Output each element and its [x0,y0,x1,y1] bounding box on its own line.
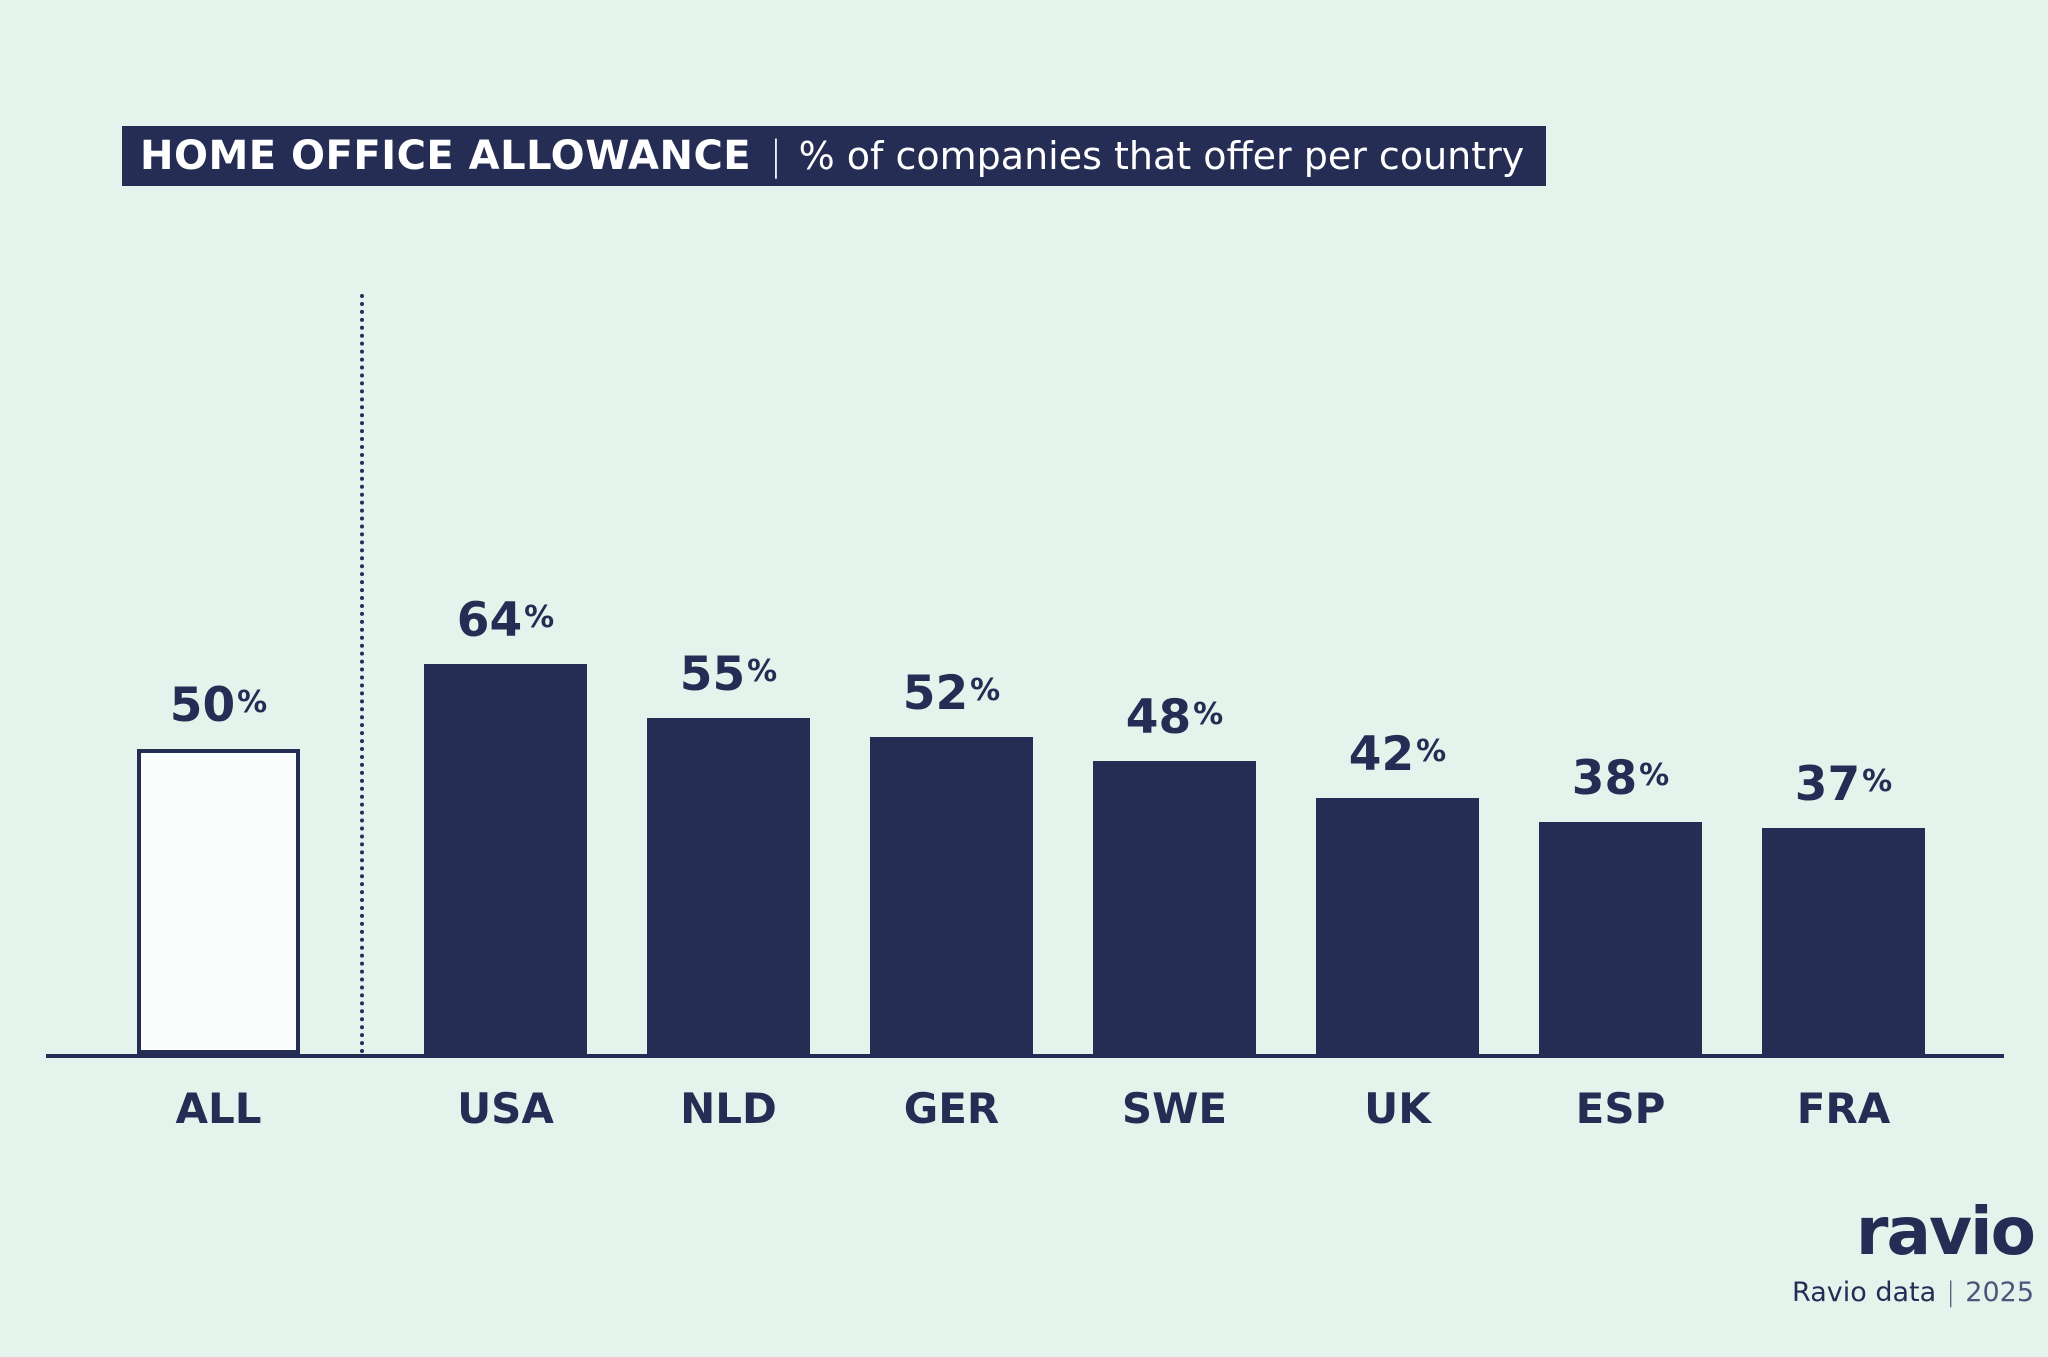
bar-value-unit: % [970,673,1001,708]
bar-category-label: ALL [175,1084,262,1133]
bar-value-label: 42% [1349,727,1446,782]
bar [424,664,587,1054]
bar-value-number: 64 [456,593,523,648]
bar-value-number: 55 [679,647,746,702]
bar [137,749,300,1054]
bar-group: 42% UK [1316,294,1479,1133]
bar-group: 64% USA [424,294,587,1133]
bars-row: 50% ALL 64% USA 55% NLD 52% GER 48% SWE [46,294,2004,1133]
bar-group: 50% ALL [137,294,300,1133]
bar-group: 38% ESP [1539,294,1702,1133]
bar-value-unit: % [1193,697,1224,732]
bar-group: 52% GER [870,294,1033,1133]
bar-value-unit: % [237,685,268,720]
bar-category-label: ESP [1575,1084,1666,1133]
bar-value-label: 50% [170,678,267,733]
bar-value-number: 48 [1125,690,1192,745]
bar [1762,828,1925,1054]
ravio-logo: ravio [1855,1193,2036,1270]
chart-subtitle: % of companies that offer per country [798,134,1525,178]
bar [1093,761,1256,1054]
all-vs-countries-divider [360,294,364,1054]
bar-category-label: FRA [1796,1084,1891,1133]
bar-category-label: NLD [680,1084,777,1133]
bar-category-label: UK [1364,1084,1431,1133]
bar-group: 48% SWE [1093,294,1256,1133]
bar-value-label: 48% [1126,690,1223,745]
bar [1539,822,1702,1054]
bar [870,737,1033,1054]
bar-value-unit: % [747,654,778,689]
source-year: 2025 [1965,1276,2034,1308]
chart-title: HOME OFFICE ALLOWANCE [140,133,752,179]
source-separator: | [1946,1276,1956,1308]
branding-footer: ravio Ravio data | 2025 [1792,1193,2036,1308]
bar [647,718,810,1054]
bar-value-number: 38 [1571,751,1638,806]
bar-value-number: 50 [169,678,236,733]
bar-category-label: SWE [1121,1084,1228,1133]
bar-group: 55% NLD [647,294,810,1133]
bar-category-label: USA [457,1084,554,1133]
bar-chart: 50% ALL 64% USA 55% NLD 52% GER 48% SWE [46,294,2004,1133]
bar-value-number: 37 [1794,757,1861,812]
data-source-line: Ravio data | 2025 [1792,1277,2034,1308]
bar-category-label: GER [903,1084,1000,1133]
bar-group: 37% FRA [1762,294,1925,1133]
bar-value-label: 37% [1795,757,1892,812]
bar-value-label: 38% [1572,751,1669,806]
bar-value-unit: % [1416,734,1447,769]
bar-value-label: 55% [680,647,777,702]
bar-value-number: 42 [1348,727,1415,782]
bar-value-unit: % [524,600,555,635]
bar [1316,798,1479,1054]
title-separator: | [769,133,783,179]
bar-value-label: 64% [457,593,554,648]
chart-title-bar: HOME OFFICE ALLOWANCE | % of companies t… [122,126,1547,186]
bar-value-unit: % [1862,764,1893,799]
bar-value-unit: % [1639,758,1670,793]
source-label: Ravio data [1792,1276,1937,1308]
bar-value-label: 52% [903,666,1000,721]
bar-value-number: 52 [902,666,969,721]
